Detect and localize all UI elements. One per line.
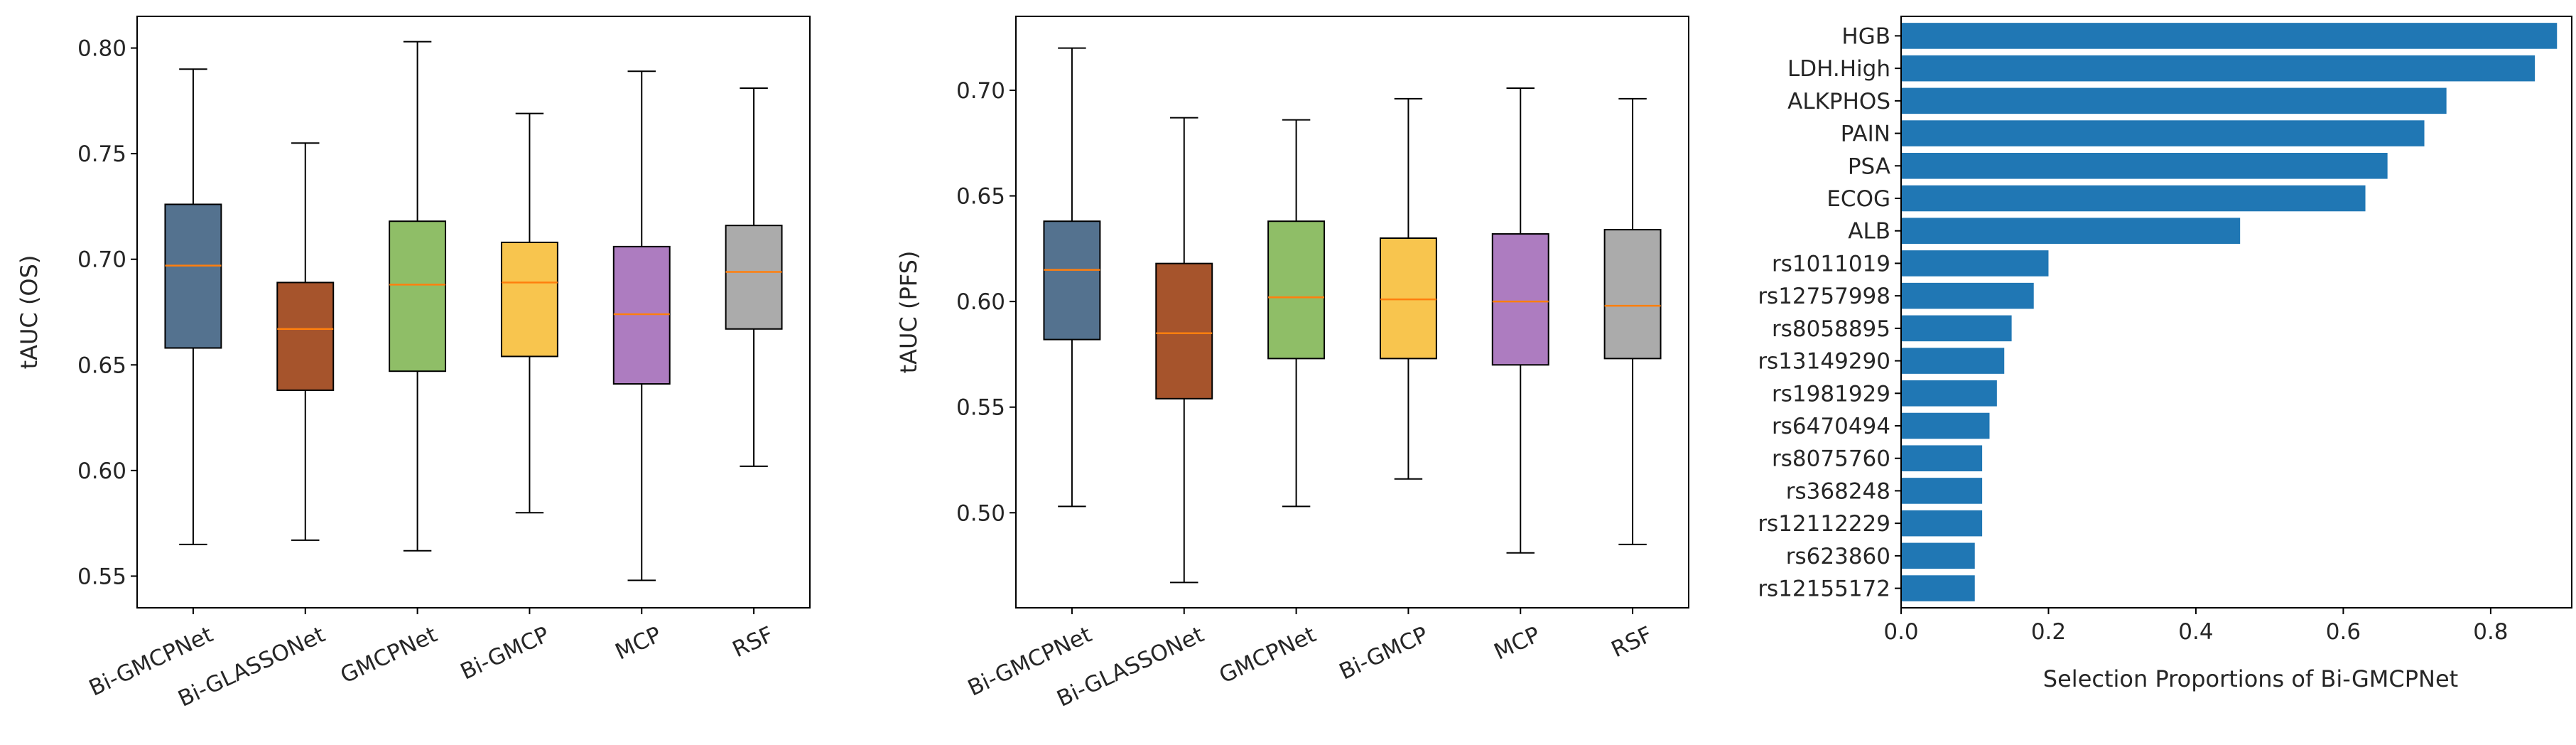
selection-bar [1901,478,1983,504]
selection-bar [1901,23,2558,49]
selection-bar [1901,510,1983,537]
pfs-y-axis-label: tAUC (PFS) [895,251,922,374]
selection-bar [1901,282,2034,309]
pfs-plot-frame [1015,16,1689,609]
selection-bar [1901,55,2536,82]
bar-y-tick-label: HGB [1841,23,1890,49]
os-y-tick-label: 0.70 [77,247,126,273]
bar-x-tick-label: 0.4 [2178,619,2213,645]
selection-bar [1901,87,2447,114]
bar-y-tick-label: rs8058895 [1772,316,1890,342]
bar-y-tick-label: rs13149290 [1758,349,1890,375]
bar-y-tick-label: ALKPHOS [1787,89,1890,114]
pfs-y-tick-label: 0.55 [956,395,1005,421]
os-boxes [164,41,783,581]
pfs-y-tick-label: 0.65 [956,184,1005,210]
bar-y-tick-label: rs6470494 [1772,414,1890,439]
os-box-body [164,203,222,349]
os-y-tick-label: 0.55 [77,564,126,589]
os-box-body [500,241,558,358]
bar-y-tick-label: rs1011019 [1772,251,1890,277]
bar-y-ticks: HGB LDH.High ALKPHOS PAIN PSA ECOG ALB rs101101… [1758,23,1901,602]
os-y-tick-label: 0.75 [77,141,126,167]
bar-plot-frame [1900,16,2572,609]
os-box-body [389,220,447,372]
bar-x-tick-label: 0.6 [2326,619,2361,645]
bar-y-tick-label: rs12155172 [1758,577,1890,602]
selection-bar [1901,120,2425,146]
bar-y-tick-label: PAIN [1841,122,1890,147]
bar-y-tick-label: rs368248 [1786,478,1890,504]
bar-y-tick-label: ALB [1848,219,1890,245]
pfs-box-3 [1379,97,1437,480]
selection-bar [1901,380,1997,407]
os-box-body [612,245,671,385]
os-y-ticks: 0.55 0.60 0.65 0.70 0.75 0.80 [77,36,137,589]
os-plot-frame [136,16,811,609]
pfs-box-5 [1603,97,1662,545]
os-box-2 [389,41,447,552]
selection-bars [1901,23,2558,601]
selection-bar [1901,575,1975,601]
pfs-box-1 [1155,117,1213,584]
bar-x-tick-label: 0.8 [2473,619,2508,645]
pfs-box-body [1491,233,1549,366]
pfs-box-body [1603,229,1662,360]
pfs-y-ticks: 0.50 0.55 0.60 0.65 0.70 [956,78,1016,526]
bar-x-tick-label: 0.2 [2031,619,2066,645]
os-box-5 [725,87,783,467]
selection-bar [1901,412,1990,439]
pfs-box-body [1379,237,1437,360]
bar-y-tick-label: rs8075760 [1772,446,1890,472]
os-y-axis-label: tAUC (OS) [16,255,43,370]
pfs-y-tick-label: 0.70 [956,78,1005,104]
pfs-box-4 [1491,87,1549,554]
bar-y-tick-label: PSA [1848,154,1890,179]
os-box-body [276,282,335,391]
selection-bar [1901,348,2005,374]
bar-y-tick-label: rs1981929 [1772,381,1890,407]
os-box-body [725,225,783,330]
selection-bar [1901,185,2366,212]
bar-x-ticks: 0.0 0.2 0.4 0.6 0.8 [1883,608,2509,645]
pfs-box-body [1043,220,1101,341]
os-y-tick-label: 0.60 [77,459,126,484]
pfs-boxes [1043,47,1662,584]
pfs-box-2 [1267,119,1326,508]
os-y-tick-label: 0.80 [77,36,126,62]
pfs-y-tick-label: 0.50 [956,500,1005,526]
bar-y-tick-label: rs12757998 [1758,284,1890,309]
bar-x-tick-label: 0.0 [1883,619,1918,645]
selection-bar [1901,542,1975,569]
os-box-4 [612,70,671,581]
selection-bar [1901,315,2012,342]
pfs-box-body [1155,262,1213,400]
selection-bar [1901,445,1983,471]
pfs-y-tick-label: 0.60 [956,289,1005,315]
selection-bar [1901,218,2241,244]
os-box-3 [500,112,558,514]
bar-y-tick-label: ECOG [1827,186,1890,212]
selection-bar [1901,153,2388,179]
pfs-boxplot-panel: 0.500.550.600.650.70 Bi-GMCPNetBi-GLASSO… [895,16,1689,712]
pfs-box-0 [1043,47,1101,508]
os-y-tick-label: 0.65 [77,353,126,378]
pfs-box-body [1267,220,1326,360]
os-box-0 [164,68,222,545]
bar-x-axis-label: Selection Proportions of Bi-GMCPNet [2043,665,2458,692]
bar-y-tick-label: rs623860 [1786,544,1890,569]
selection-proportion-panel: HGB LDH.High ALKPHOS PAIN PSA ECOG ALB rs101101… [1758,16,2572,692]
os-box-1 [276,142,335,541]
bar-y-tick-label: LDH.High [1787,56,1890,82]
selection-bar [1901,250,2049,277]
bar-y-tick-label: rs12112229 [1758,511,1890,537]
